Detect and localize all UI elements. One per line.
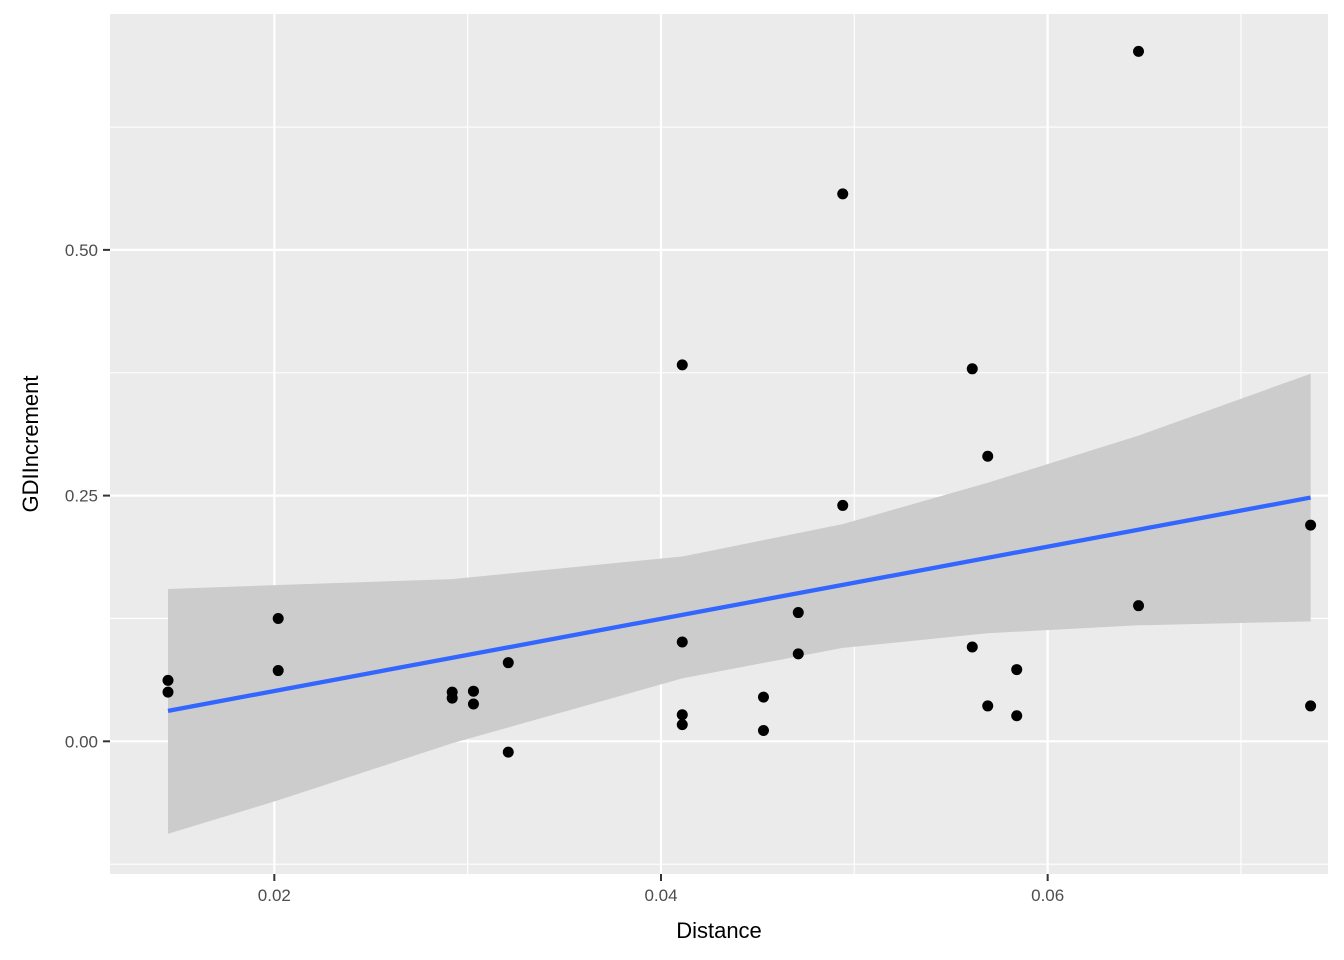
data-point [1305,519,1317,531]
data-point [467,685,479,697]
data-point [502,657,514,669]
data-point [792,648,804,660]
data-point [792,607,804,619]
data-point [757,725,769,737]
data-point [966,641,978,653]
data-point [757,691,769,703]
data-point [446,692,458,704]
regression-line [167,495,1311,713]
x-tick-label: 0.02 [258,886,291,905]
data-point [837,499,849,511]
data-point [1133,45,1145,57]
data-point [1011,710,1023,722]
data-point [1133,600,1145,612]
data-point [502,746,514,758]
data-point [272,612,284,624]
data-point [162,674,174,686]
y-axis: 0.00 0.25 0.50 [65,241,110,751]
y-axis-title: GDIIncrement [18,376,43,513]
y-tick-label: 0.00 [65,732,98,751]
data-point [982,450,994,462]
data-point [162,686,174,698]
y-tick-label: 0.50 [65,241,98,260]
data-point [1305,700,1317,712]
x-tick-label: 0.06 [1031,886,1064,905]
x-axis: 0.02 0.04 0.06 [258,874,1064,905]
data-point [837,188,849,200]
data-point [982,700,994,712]
data-points [162,45,1317,758]
data-point [966,363,978,375]
x-axis-title: Distance [676,918,762,943]
x-tick-label: 0.04 [644,886,677,905]
data-point [272,665,284,677]
data-point [467,698,479,710]
y-tick-label: 0.25 [65,487,98,506]
data-point [676,359,688,371]
data-point [676,636,688,648]
data-point [1011,664,1023,676]
data-point [676,719,688,731]
data-point [676,709,688,721]
